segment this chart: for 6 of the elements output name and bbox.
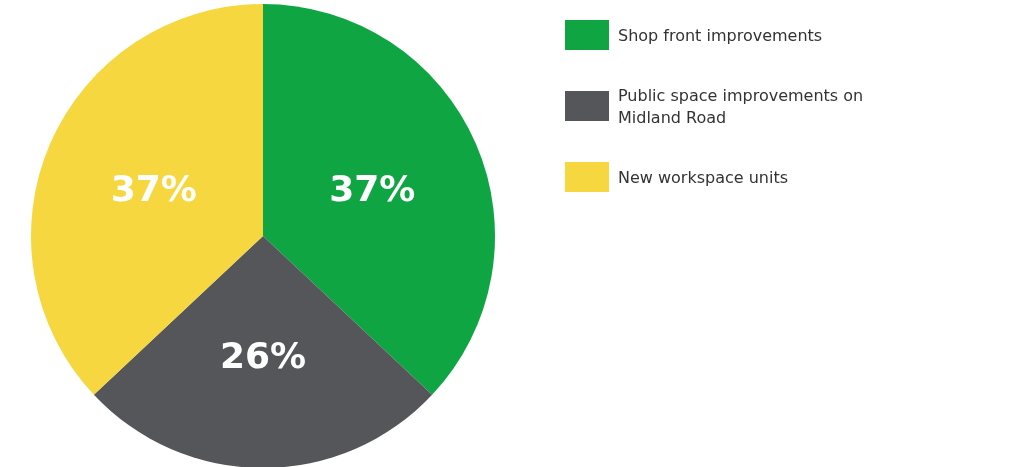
legend-label: Shop front improvements xyxy=(618,25,823,45)
legend-label: Public space improvements on Midland Road xyxy=(618,85,869,127)
data-label: 37% xyxy=(329,168,416,210)
legend-label: New workspace units xyxy=(618,167,789,187)
data-label: 26% xyxy=(219,334,307,376)
data-label: 37% xyxy=(110,168,197,210)
